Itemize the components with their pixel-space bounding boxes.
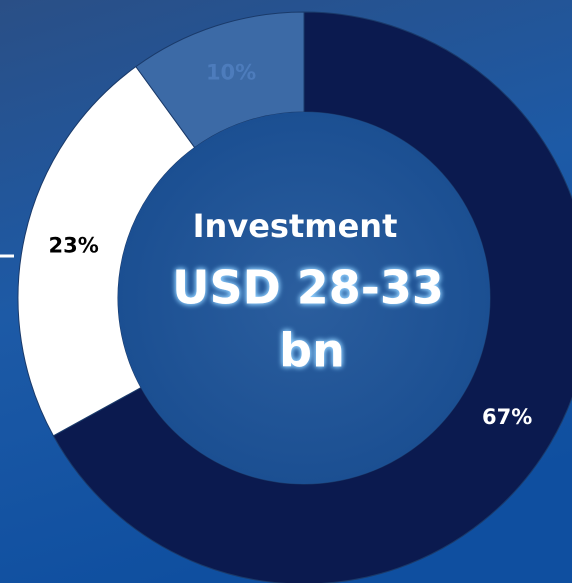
- donut-hole: [118, 112, 490, 484]
- center-title: Investment: [193, 207, 398, 245]
- labels: 67% 23% 10%: [49, 61, 533, 430]
- slice-label: 23%: [49, 234, 99, 258]
- center-value: USD 28-33: [172, 261, 444, 315]
- donut: [17, 11, 572, 583]
- slice-label: 10%: [206, 61, 256, 85]
- slice-label: 67%: [482, 405, 532, 429]
- center-unit: bn: [279, 324, 345, 378]
